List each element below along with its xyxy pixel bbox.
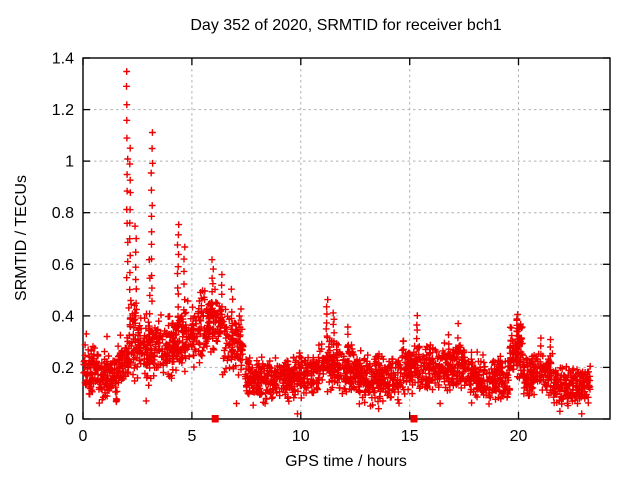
- x-axis-label: GPS time / hours: [285, 453, 407, 470]
- y-tick-label: 1.4: [52, 51, 74, 68]
- y-tick-label: 0.4: [52, 308, 74, 325]
- y-tick-label: 1: [65, 154, 74, 171]
- plot-border: [82, 57, 611, 420]
- y-tick-label: 0.2: [52, 360, 74, 377]
- y-tick-label: 0: [65, 412, 74, 429]
- zero-flag-square-marker: [211, 415, 219, 423]
- y-axis-label: SRMTID / TECUs: [13, 175, 30, 301]
- y-tick-label: 0.6: [52, 257, 74, 274]
- y-tick-label: 0.8: [52, 205, 74, 222]
- y-tick-label: 1.2: [52, 102, 74, 119]
- x-tick-label: 5: [187, 428, 196, 445]
- x-tick-label: 15: [401, 428, 419, 445]
- zero-flag-square-marker: [410, 415, 418, 423]
- x-tick-label: 0: [79, 428, 88, 445]
- x-tick-label: 10: [292, 428, 310, 445]
- tick-labels: 0 5 10 15 20 0 0.2 0.4 0.6 0.8 1 1.2 1.4: [52, 51, 528, 446]
- x-tick-label: 20: [510, 428, 528, 445]
- srmtid-plus-markers: [80, 68, 594, 418]
- chart-title: Day 352 of 2020, SRMTID for receiver bch…: [190, 17, 501, 34]
- data-points: [80, 68, 594, 423]
